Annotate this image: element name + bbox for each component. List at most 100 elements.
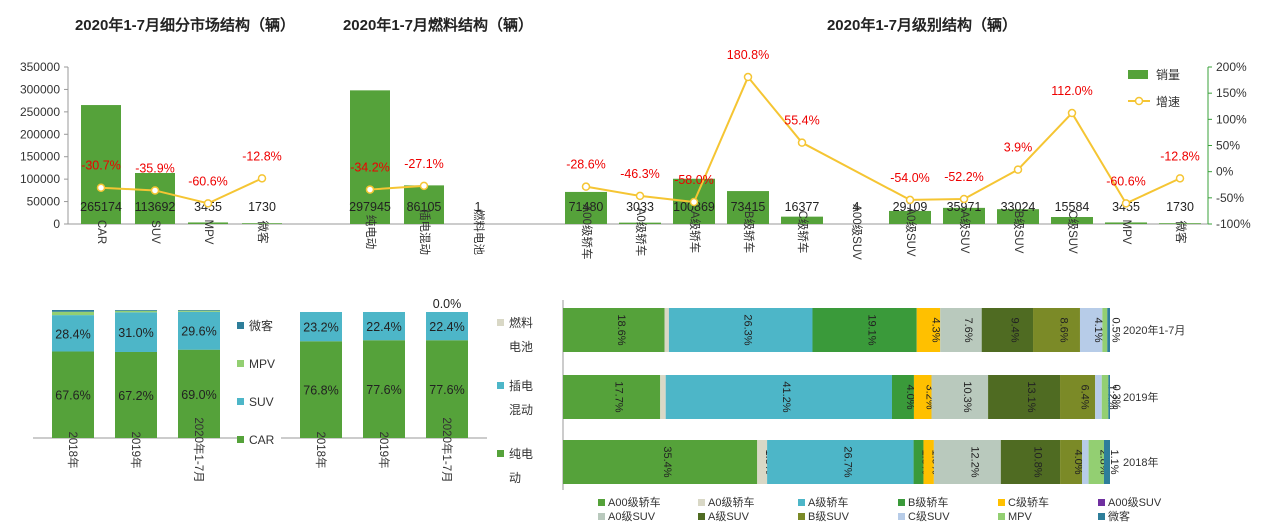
segment-share-segment [52,311,94,316]
fuel-category-label: 燃料电池 [472,209,486,255]
segment-growth-label: -12.8% [242,149,282,163]
grade-share-segment-label: 9.4% [1008,317,1020,342]
grade-share-legend-swatch [898,513,905,520]
segment-growth-label: -30.7% [81,159,121,173]
bottom-charts: 67.6% 28.4% 2018年 67.2% 31.0% 2019年 69.0% 29.6%… [33,297,1185,523]
grade-bar [565,191,607,224]
grade-growth-label: 112.0% [1051,84,1092,98]
fuel-category-label: 纯电动 [364,215,377,250]
grade-share-segment-label: 18.6% [615,314,627,345]
grade-share-legend-label: C级轿车 [1008,495,1049,509]
segment-growth-label: -35.9% [135,161,175,175]
fuel-value-label: 1 [475,200,482,214]
left-y-tick-label: 100000 [20,172,60,186]
segment-share-legend-swatch [237,398,244,405]
segment-category-label: 微客 [256,221,270,244]
segment-bar [188,222,228,224]
segment-share-segment [178,310,220,311]
grade-category-label: A级SUV [958,211,971,254]
left-y-tick-label: 350000 [20,60,60,74]
grade-share-legend-swatch [798,499,805,506]
grade-share-segment [916,308,941,352]
grade-growth-label: 3.9% [1004,141,1033,155]
segment-share-segment [115,310,157,313]
segment-category-label: MPV [202,220,214,245]
grade-share-legend-label: B级轿车 [908,495,948,509]
grade-bar [727,191,769,224]
fuel-share-category-label: 2018年 [314,431,328,468]
grade-share-segment [1103,440,1110,484]
grade-category-label: B级SUV [1012,211,1025,254]
segment-share-segment [178,310,220,312]
segment-share-legend-swatch [237,360,244,367]
grade-share-segment [891,375,914,419]
grade-category-label: A0级SUV [904,207,917,257]
grade-share-legend-label: 微客 [1108,509,1130,523]
segment-share-segment [52,310,94,312]
grade-share-segment [660,375,666,419]
segment-share-segment-label: 29.6% [181,325,216,339]
grade-value-label: 71480 [569,200,604,214]
grade-share-row-label: 2019年 [1123,390,1158,404]
grade-growth-point [905,195,915,205]
fuel-share-segment [363,312,405,341]
grade-share-segment [931,375,989,419]
segment-growth-point [96,183,106,192]
segment-chart-title: 2020年1-7月细分市场结构（辆） [75,16,295,34]
grade-share-legend-swatch [698,513,705,520]
grade-growth-label: -60.6% [1106,174,1146,188]
fuel-share-legend-label: 燃料电池 [509,315,533,354]
fuel-growth-label: -34.2% [350,161,390,175]
grade-share-segment [665,375,892,419]
segment-share-segment [115,351,157,438]
grade-share-segment-label: 35.4% [661,446,673,477]
fuel-share-legend-swatch [497,382,504,389]
segment-share-segment [52,315,94,352]
grade-share-legend-swatch [898,499,905,506]
grade-share-legend-label: A00级轿车 [608,495,661,509]
fuel-share-category-label: 2020年1-7月 [440,417,454,482]
grade-value-label: 73415 [731,200,766,214]
grade-share-legend-label: MPV [1008,511,1033,523]
grade-share-segment [1060,375,1096,419]
grade-share-segment-label: 10.8% [1031,446,1043,477]
grade-share-row-label: 2020年1-7月 [1123,323,1185,337]
left-y-tick-label: 300000 [20,82,60,96]
fuel-share-segment-label: 22.4% [429,320,464,334]
grade-share-segment [767,440,914,484]
grade-value-label: 3033 [626,200,654,214]
grade-share-segment [981,308,1034,352]
segment-bar [242,223,282,224]
grade-share-legend-label: A0级SUV [608,510,656,523]
segment-share-legend-swatch [237,436,244,443]
grade-share-segment-label: 4.3% [929,317,941,342]
grade-category-label: C级轿车 [796,211,810,254]
grade-value-label: 35971 [947,200,982,214]
segment-share-segment [178,311,220,350]
grade-value-label: 29109 [893,200,928,214]
fuel-share-legend-label: 纯电动 [509,447,533,485]
fuel-share-category-label: 2019年 [377,431,391,468]
grade-value-label: 4 [853,200,860,214]
fuel-growth-label: -27.1% [404,157,444,171]
fuel-share-segment-label: 77.6% [366,383,401,397]
fuel-share-legend-label: 插电混动 [509,379,533,417]
grade-bar [1051,217,1093,224]
grade-growth-label: -46.3% [620,167,660,181]
segment-growth-line [100,177,263,205]
segment-growth-point [150,186,160,195]
grade-share-segment [940,308,982,352]
grade-category-label: A00级SUV [850,204,863,260]
segment-value-label: 265174 [80,200,122,214]
grade-share-segment-label: 0.3% [1110,384,1122,409]
grade-share-segment-label: 4.0% [904,384,916,409]
fuel-share-segment [300,341,342,438]
grade-share-legend-swatch [998,513,1005,520]
grade-share-segment [563,375,661,419]
grade-share-segment-label: 0.5% [1110,317,1122,342]
grade-growth-point [1013,165,1023,174]
grade-share-segment-label: 10.3% [961,381,973,412]
grade-share-segment [913,440,924,484]
grade-share-segment-label: 8.6% [1058,317,1070,342]
fuel-share-segment-label: 76.8% [303,384,338,398]
